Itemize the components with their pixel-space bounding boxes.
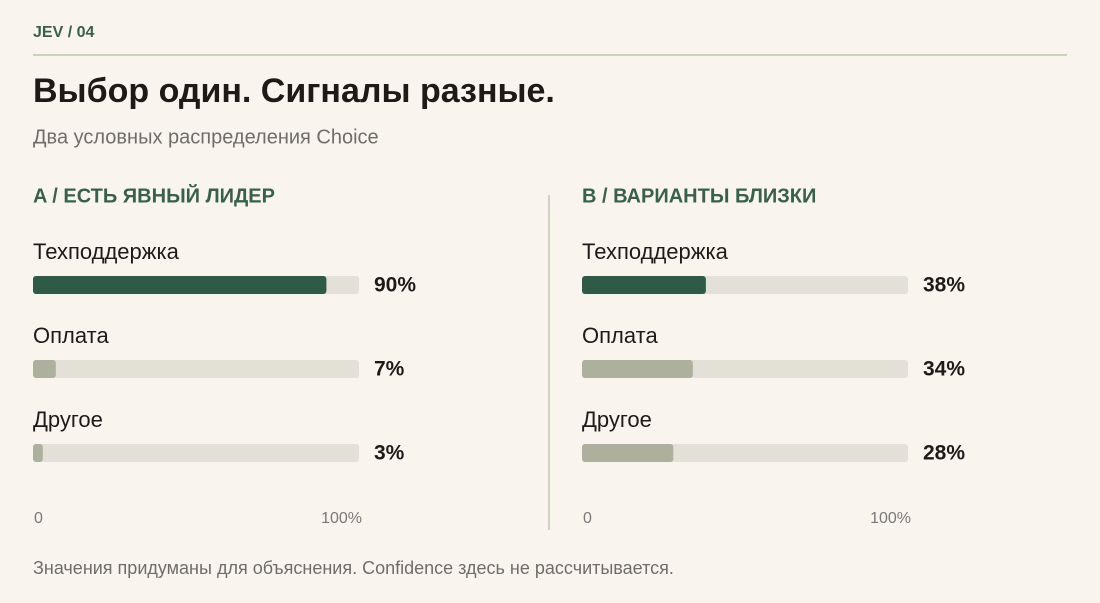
x-tick-label: 0 (583, 510, 592, 527)
bar (582, 360, 693, 378)
value-label: 7% (374, 358, 405, 381)
bar (33, 276, 327, 294)
bar-track (33, 444, 359, 462)
kicker: JEV / 04 (33, 24, 94, 41)
category-label: Другое (582, 407, 652, 432)
value-label: 38% (923, 274, 965, 297)
bar (33, 360, 56, 378)
x-tick-label: 0 (34, 510, 43, 527)
bar (582, 444, 674, 462)
subtitle: Два условных распределения Choice (33, 126, 379, 148)
bar-track (33, 360, 359, 378)
panel-title: B / ВАРИАНТЫ БЛИЗКИ (582, 185, 816, 207)
category-label: Техподдержка (582, 239, 729, 264)
category-label: Техподдержка (33, 239, 180, 264)
value-label: 34% (923, 358, 965, 381)
category-label: Оплата (33, 323, 109, 348)
bar (582, 276, 706, 294)
x-tick-label: 100% (321, 510, 362, 527)
value-label: 90% (374, 274, 416, 297)
category-label: Оплата (582, 323, 658, 348)
footnote: Значения придуманы для объяснения. Confi… (33, 558, 674, 578)
panel-title: A / ЕСТЬ ЯВНЫЙ ЛИДЕР (33, 183, 275, 207)
page-title: Выбор один. Сигналы разные. (33, 72, 555, 110)
value-label: 28% (923, 442, 965, 465)
bar (33, 444, 43, 462)
value-label: 3% (374, 442, 405, 465)
x-tick-label: 100% (870, 510, 911, 527)
category-label: Другое (33, 407, 103, 432)
